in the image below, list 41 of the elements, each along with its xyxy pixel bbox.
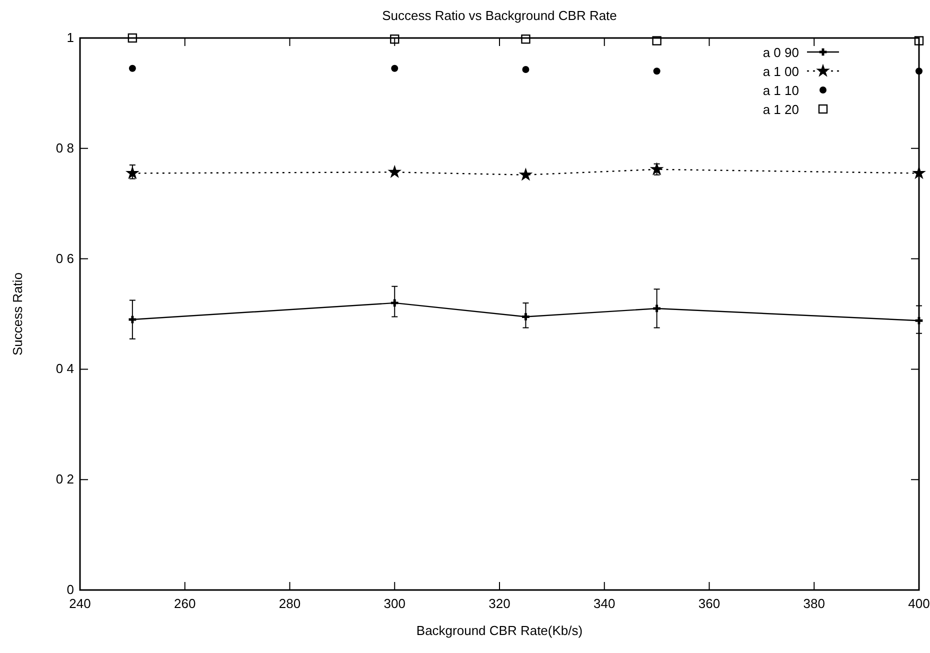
y-tick-label: 0 2 bbox=[56, 472, 74, 487]
x-tick-label: 260 bbox=[174, 596, 196, 611]
point bbox=[916, 68, 922, 75]
point bbox=[128, 64, 136, 72]
point bbox=[653, 304, 660, 312]
point bbox=[914, 36, 924, 46]
legend-label: a 1 00 bbox=[762, 64, 799, 79]
legend-label: a 0 90 bbox=[762, 45, 799, 60]
legend-label: a 1 10 bbox=[762, 83, 799, 98]
x-tick-label: 320 bbox=[488, 596, 510, 611]
x-tick-label: 340 bbox=[594, 596, 616, 611]
point bbox=[650, 162, 664, 176]
x-tick-label: 300 bbox=[384, 596, 406, 611]
point bbox=[391, 64, 398, 72]
y-tick-label: 0 4 bbox=[56, 361, 74, 376]
point bbox=[388, 164, 402, 178]
point bbox=[652, 36, 662, 46]
point bbox=[390, 34, 400, 44]
x-tick-label: 280 bbox=[278, 596, 301, 611]
point bbox=[128, 33, 138, 43]
x-axis-title: Background CBR Rate(Kb/s) bbox=[416, 623, 583, 638]
point bbox=[915, 316, 923, 324]
y-axis-title: Success Ratio bbox=[10, 272, 25, 356]
legend-label: a 1 20 bbox=[762, 102, 799, 117]
point bbox=[521, 34, 530, 44]
x-tick-label: 240 bbox=[69, 596, 91, 611]
y-tick-label: 0 bbox=[66, 582, 74, 597]
point bbox=[125, 166, 140, 180]
y-tick-label: 1 bbox=[66, 30, 74, 45]
x-tick-label: 360 bbox=[698, 596, 720, 611]
x-tick-label: 380 bbox=[803, 596, 825, 611]
point bbox=[522, 66, 530, 73]
chart-title: Success Ratio vs Background CBR Rate bbox=[382, 8, 617, 23]
x-tick-label: 400 bbox=[908, 596, 930, 611]
point bbox=[518, 168, 533, 181]
point bbox=[522, 313, 530, 320]
point bbox=[390, 299, 398, 307]
y-tick-label: 0 6 bbox=[56, 250, 74, 266]
y-tick-label: 0 8 bbox=[56, 140, 74, 156]
point bbox=[912, 166, 926, 180]
point bbox=[653, 68, 660, 75]
